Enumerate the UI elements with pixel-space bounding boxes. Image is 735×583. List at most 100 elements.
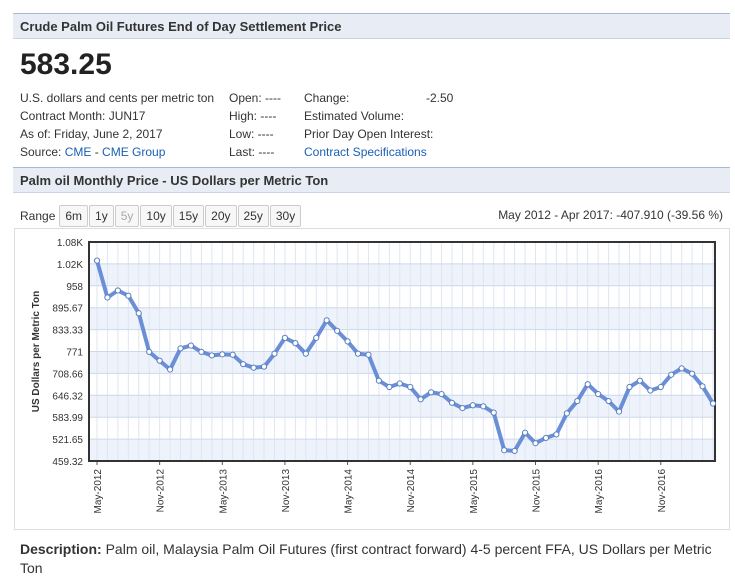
open-value: Open: ----: [229, 91, 282, 105]
y-tick-label: 958: [66, 282, 83, 293]
data-point: [177, 345, 184, 352]
data-point: [396, 380, 403, 387]
plot-band: [89, 395, 715, 418]
y-tick-label: 1.02K: [57, 260, 83, 271]
data-point: [386, 383, 393, 391]
data-point: [354, 350, 362, 357]
description: Description: Palm oil, Malaysia Palm Oil…: [20, 540, 720, 578]
description-label: Description:: [20, 541, 102, 557]
data-point: [709, 400, 717, 407]
data-point: [135, 310, 142, 317]
data-point: [490, 409, 497, 416]
range-button-25y[interactable]: 25y: [237, 205, 269, 227]
data-point: [334, 327, 341, 334]
data-point: [574, 397, 581, 405]
range-label: Range: [20, 209, 56, 223]
range-selector: Range 6m 1y 5y 10y 15y 20y 25y 30y: [20, 205, 302, 227]
data-point: [125, 292, 132, 299]
plot-band: [89, 351, 715, 374]
change-value: -2.50: [426, 91, 454, 105]
range-button-15y[interactable]: 15y: [172, 205, 205, 227]
x-tick-label: May-2013: [218, 469, 229, 514]
data-point: [208, 352, 215, 359]
data-point: [187, 342, 195, 349]
source-label: Source:: [20, 145, 62, 159]
data-point: [626, 383, 633, 391]
page-title: Crude Palm Oil Futures End of Day Settle…: [13, 13, 730, 39]
data-point: [595, 390, 602, 398]
data-point: [198, 348, 205, 356]
units-text: U.S. dollars and cents per metric ton: [20, 91, 215, 105]
data-point: [563, 410, 570, 417]
source-link-cme[interactable]: CME: [64, 145, 92, 159]
data-point: [260, 363, 268, 370]
range-button-1y[interactable]: 1y: [89, 205, 114, 227]
data-point: [615, 408, 623, 415]
plot-border: [88, 241, 716, 462]
data-point: [469, 402, 476, 409]
y-tick-label: 459.32: [52, 457, 83, 468]
y-tick-label: 771: [66, 348, 83, 359]
source-link-cme-group[interactable]: CME Group: [102, 145, 166, 159]
data-point: [438, 390, 445, 398]
y-axis-title: US Dollars per Metric Ton: [31, 291, 42, 413]
contract-specifications-link[interactable]: Contract Specifications: [304, 145, 427, 159]
monthly-price-header: Palm oil Monthly Price - US Dollars per …: [13, 167, 730, 193]
data-point: [407, 383, 414, 391]
x-tick-label: May-2012: [93, 469, 104, 514]
plot-band: [89, 307, 715, 330]
data-point: [668, 371, 675, 378]
low-value: Low: ----: [229, 127, 274, 141]
data-point: [146, 348, 153, 356]
range-button-30y[interactable]: 30y: [269, 205, 302, 227]
change-label: Change:: [304, 91, 350, 105]
data-point: [521, 429, 529, 436]
data-point: [428, 389, 435, 396]
data-point: [302, 350, 309, 357]
price-chart: 1.08K 1.02K 958 895.67 833.33 771 708.66 646.32…: [31, 238, 717, 514]
data-point: [605, 397, 612, 405]
data-point: [219, 351, 226, 358]
data-point: [292, 340, 299, 347]
data-point: [553, 431, 560, 438]
data-point: [657, 383, 664, 391]
range-button-5y[interactable]: 5y: [114, 205, 140, 227]
data-point: [114, 287, 121, 294]
range-button-10y[interactable]: 10y: [140, 205, 172, 227]
data-point: [542, 434, 550, 442]
data-point: [647, 387, 654, 394]
data-point: [156, 357, 163, 364]
data-point: [480, 403, 487, 410]
data-point: [511, 447, 518, 455]
data-point: [375, 377, 382, 384]
as-of-date: As of: Friday, June 2, 2017: [20, 127, 163, 141]
settlement-price: 583.25: [20, 48, 112, 81]
x-tick-label: May-2014: [344, 469, 355, 514]
data-point: [636, 377, 644, 384]
source-line: Source: CME - CME Group: [20, 143, 214, 161]
x-tick-label: May-2016: [594, 469, 605, 514]
data-point: [584, 381, 591, 388]
x-tick-label: Nov-2015: [532, 469, 543, 513]
x-tick-label: Nov-2012: [156, 469, 167, 513]
range-summary: May 2012 - Apr 2017: -407.910 (-39.56 %): [498, 208, 723, 222]
y-tick-label: 1.08K: [57, 238, 83, 249]
last-value: Last: ----: [229, 145, 275, 159]
info-right: Change: Estimated Volume: Prior Day Open…: [304, 89, 433, 161]
data-point: [417, 396, 424, 403]
description-text: Palm oil, Malaysia Palm Oil Futures (fir…: [20, 541, 712, 576]
x-tick-label: May-2015: [469, 469, 480, 514]
range-button-6m[interactable]: 6m: [59, 205, 89, 227]
data-point: [678, 365, 685, 372]
data-point: [344, 338, 351, 345]
y-tick-label: 521.65: [52, 435, 83, 446]
y-tick-label: 833.33: [52, 326, 83, 337]
prior-day-open-interest: Prior Day Open Interest:: [304, 127, 434, 141]
data-point: [229, 351, 236, 358]
range-button-20y[interactable]: 20y: [205, 205, 237, 227]
data-point: [501, 447, 508, 454]
y-tick-label: 646.32: [52, 391, 83, 402]
high-value: High: ----: [229, 109, 277, 123]
data-point: [323, 317, 330, 324]
data-point: [699, 383, 706, 390]
